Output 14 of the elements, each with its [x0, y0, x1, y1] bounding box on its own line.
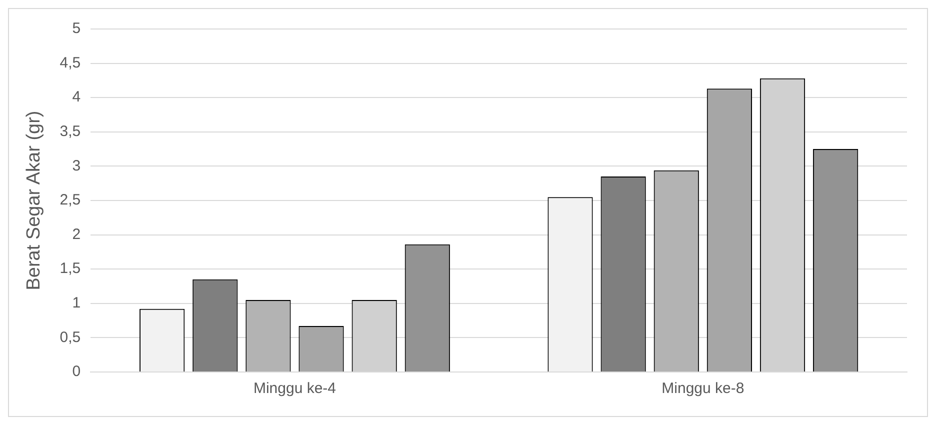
x-tick-label: Minggu ke-4 [253, 380, 336, 398]
y-tick-label: 2,5 [60, 192, 81, 209]
y-tick-label: 3 [72, 157, 81, 174]
y-tick-label: 3,5 [60, 123, 81, 140]
y-tick-label: 1 [72, 294, 81, 312]
y-tick-label: 5 [72, 20, 81, 38]
y-tick-label: 0,5 [60, 328, 81, 346]
y-tick-label: 2 [72, 226, 81, 243]
y-tick-label: 1,5 [60, 260, 81, 278]
y-tick-label: 4 [72, 88, 81, 106]
y-axis-title: Berat Segar Akar (gr) [24, 110, 45, 290]
x-tick-label: Minggu ke-8 [662, 380, 744, 398]
y-tick-label: 0 [72, 363, 81, 380]
y-tick-label: 4,5 [60, 54, 81, 72]
